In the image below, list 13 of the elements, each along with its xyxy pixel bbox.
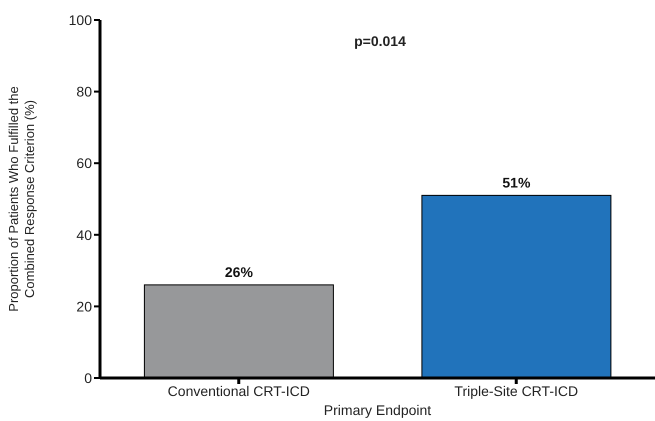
- y-tick-label: 20: [76, 298, 92, 314]
- x-axis-title: Primary Endpoint: [324, 402, 432, 418]
- y-axis-title: Proportion of Patients Who Fulfilled the Combined Response Criterion (%): [6, 86, 37, 312]
- y-tick-label: 80: [76, 84, 92, 100]
- x-tick-label: Triple-Site CRT-ICD: [454, 382, 578, 399]
- annotation: p=0.014: [353, 33, 407, 49]
- data-label: 26%: [224, 264, 254, 280]
- x-tick-label: Conventional CRT-ICD: [168, 382, 310, 399]
- y-tick-label: 40: [76, 226, 92, 243]
- y-tick-label: 60: [76, 155, 92, 172]
- y-tick-label: 100: [68, 12, 92, 28]
- data-label: 51%: [502, 174, 531, 190]
- y-tick-label: 0: [84, 370, 92, 386]
